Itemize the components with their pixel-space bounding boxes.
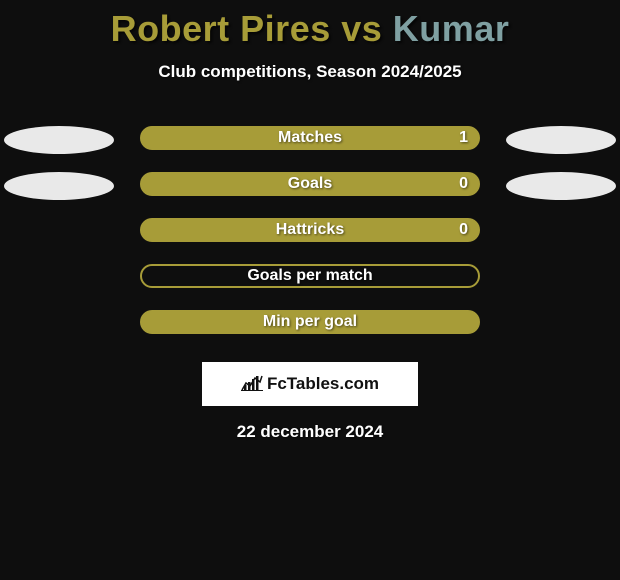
stat-label: Matches (278, 129, 342, 147)
stat-label: Hattricks (276, 221, 344, 239)
stat-value-right: 0 (459, 221, 468, 239)
page-title: Robert Pires vs Kumar (0, 0, 620, 50)
stat-value-right: 1 (459, 129, 468, 147)
logo-text: FcTables.com (267, 374, 379, 394)
right-ellipse (506, 172, 616, 200)
logo-box: FcTables.com (202, 362, 418, 406)
vs-text: vs (331, 8, 393, 49)
right-ellipse (506, 126, 616, 154)
stat-label: Goals per match (247, 267, 372, 285)
player2-name: Kumar (393, 8, 510, 49)
stat-label: Goals (288, 175, 332, 193)
stat-row: Hattricks 0 (0, 210, 620, 256)
player1-name: Robert Pires (111, 8, 331, 49)
date-text: 22 december 2024 (0, 422, 620, 442)
left-ellipse (4, 126, 114, 154)
stat-bar: Hattricks 0 (140, 218, 480, 242)
stat-rows: Matches 1 Goals 0 Hattricks 0 Goals per match M… (0, 118, 620, 348)
left-ellipse (4, 172, 114, 200)
stat-bar: Goals per match (140, 264, 480, 288)
stat-row: Min per goal (0, 302, 620, 348)
stat-row: Goals 0 (0, 164, 620, 210)
stat-bar: Min per goal (140, 310, 480, 334)
subtitle: Club competitions, Season 2024/2025 (0, 62, 620, 82)
stat-row: Matches 1 (0, 118, 620, 164)
stat-bar: Matches 1 (140, 126, 480, 150)
stat-bar: Goals 0 (140, 172, 480, 196)
stat-row: Goals per match (0, 256, 620, 302)
chart-icon (241, 373, 263, 396)
stat-label: Min per goal (263, 313, 357, 331)
stat-value-right: 0 (459, 175, 468, 193)
